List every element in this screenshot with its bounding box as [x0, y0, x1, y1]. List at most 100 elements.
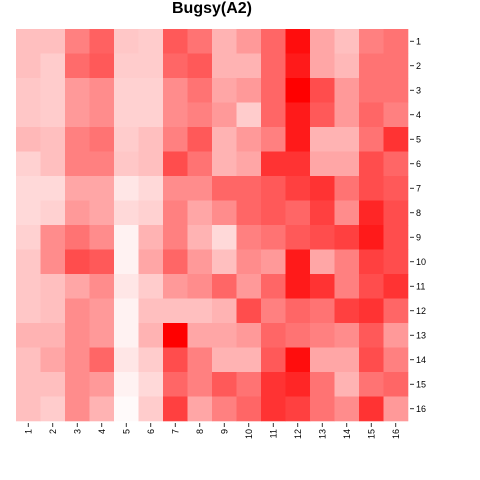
heatmap-ticks	[27, 40, 414, 427]
heatmap-cell-r1-c3	[65, 29, 90, 54]
heatmap-cell-r12-c14	[334, 298, 360, 324]
heatmap-cell-r13-c3	[65, 323, 90, 348]
heatmap-cell-r8-c7	[163, 200, 188, 226]
heatmap-cell-r4-c13	[310, 102, 335, 128]
heatmap-cell-r5-c14	[334, 127, 360, 152]
heatmap-cell-r15-c4	[89, 372, 115, 397]
heatmap-cell-r5-c7	[163, 127, 188, 152]
heatmap-cell-r7-c11	[261, 176, 286, 201]
heatmap-cell-r4-c9	[212, 102, 237, 128]
y-tick-label-12: 12	[416, 306, 426, 316]
heatmap-cell-r14-c1	[16, 347, 41, 373]
heatmap-cell-r13-c7	[163, 323, 188, 348]
heatmap-cell-r10-c15	[359, 249, 384, 275]
heatmap-cell-r5-c9	[212, 127, 237, 152]
heatmap-cell-r16-c12	[285, 396, 311, 422]
heatmap-cell-r5-c11	[261, 127, 286, 152]
heatmap-cell-r9-c9	[212, 225, 237, 250]
heatmap-cell-r5-c6	[138, 127, 164, 152]
heatmap-cell-r14-c10	[236, 347, 262, 373]
chart-title: Bugsy(A2)	[171, 0, 252, 17]
x-tick-label-15: 15	[366, 429, 376, 439]
heatmap-cell-r16-c2	[40, 396, 66, 422]
heatmap-cell-r16-c6	[138, 396, 164, 422]
heatmap-cell-r16-c8	[187, 396, 213, 422]
heatmap-cell-r8-c8	[187, 200, 213, 226]
heatmap-cell-r14-c11	[261, 347, 286, 373]
heatmap-cell-r7-c8	[187, 176, 213, 201]
heatmap-cell-r5-c3	[65, 127, 90, 152]
heatmap-cell-r5-c16	[383, 127, 409, 152]
heatmap-cell-r13-c11	[261, 323, 286, 348]
x-tick-label-6: 6	[146, 429, 156, 434]
heatmap-cell-r12-c5	[114, 298, 139, 324]
heatmap-cell-r12-c11	[261, 298, 286, 324]
heatmap-cell-r1-c10	[236, 29, 262, 54]
heatmap-cell-r5-c15	[359, 127, 384, 152]
heatmap-cell-r3-c15	[359, 78, 384, 103]
heatmap-cell-r12-c7	[163, 298, 188, 324]
heatmap-cell-r15-c15	[359, 372, 384, 397]
heatmap-cell-r14-c3	[65, 347, 90, 373]
heatmap-cell-r7-c16	[383, 176, 409, 201]
heatmap-cell-r2-c3	[65, 53, 90, 79]
heatmap-cell-r13-c10	[236, 323, 262, 348]
y-tick-label-4: 4	[416, 110, 421, 120]
x-tick-label-4: 4	[97, 429, 107, 434]
heatmap-cell-r15-c10	[236, 372, 262, 397]
heatmap-cell-r13-c15	[359, 323, 384, 348]
heatmap-cell-r12-c3	[65, 298, 90, 324]
heatmap-cell-r11-c1	[16, 274, 41, 299]
heatmap-cell-r12-c8	[187, 298, 213, 324]
heatmap-cell-r3-c5	[114, 78, 139, 103]
heatmap-cell-r2-c13	[310, 53, 335, 79]
y-tick-label-1: 1	[416, 36, 421, 46]
heatmap-cell-r6-c1	[16, 151, 41, 177]
heatmap-cell-r3-c16	[383, 78, 409, 103]
heatmap-cell-r3-c14	[334, 78, 360, 103]
heatmap-cell-r8-c3	[65, 200, 90, 226]
heatmap-cell-r9-c8	[187, 225, 213, 250]
y-tick-label-8: 8	[416, 208, 421, 218]
heatmap-cell-r15-c16	[383, 372, 409, 397]
heatmap-cell-r1-c9	[212, 29, 237, 54]
heatmap-cell-r2-c11	[261, 53, 286, 79]
heatmap-cell-r1-c13	[310, 29, 335, 54]
y-tick-label-7: 7	[416, 183, 421, 193]
heatmap-cell-r7-c12	[285, 176, 311, 201]
heatmap-cell-r4-c5	[114, 102, 139, 128]
heatmap-cell-r1-c1	[16, 29, 41, 54]
heatmap-cell-r6-c6	[138, 151, 164, 177]
heatmap-cell-r8-c2	[40, 200, 66, 226]
heatmap-cell-r4-c1	[16, 102, 41, 128]
heatmap-cell-r16-c16	[383, 396, 409, 422]
heatmap-cell-r13-c16	[383, 323, 409, 348]
heatmap-cell-r15-c11	[261, 372, 286, 397]
heatmap-cell-r9-c5	[114, 225, 139, 250]
heatmap-cell-r13-c6	[138, 323, 164, 348]
y-tick-label-9: 9	[416, 232, 421, 242]
heatmap-cell-r2-c4	[89, 53, 115, 79]
heatmap-cell-r11-c13	[310, 274, 335, 299]
heatmap-cell-r16-c4	[89, 396, 115, 422]
x-tick-label-5: 5	[121, 429, 131, 434]
heatmap-cell-r16-c11	[261, 396, 286, 422]
heatmap-cells	[16, 29, 409, 422]
heatmap-cell-r5-c4	[89, 127, 115, 152]
heatmap-cell-r7-c4	[89, 176, 115, 201]
heatmap-cell-r5-c8	[187, 127, 213, 152]
heatmap-cell-r15-c13	[310, 372, 335, 397]
x-tick-label-13: 13	[317, 429, 327, 439]
heatmap-cell-r16-c14	[334, 396, 360, 422]
heatmap-cell-r15-c14	[334, 372, 360, 397]
heatmap-cell-r12-c2	[40, 298, 66, 324]
heatmap-cell-r3-c2	[40, 78, 66, 103]
heatmap-cell-r6-c13	[310, 151, 335, 177]
heatmap-cell-r9-c7	[163, 225, 188, 250]
heatmap-cell-r11-c11	[261, 274, 286, 299]
heatmap-cell-r12-c4	[89, 298, 115, 324]
heatmap-cell-r12-c1	[16, 298, 41, 324]
heatmap-cell-r2-c16	[383, 53, 409, 79]
y-tick-label-15: 15	[416, 379, 426, 389]
heatmap-cell-r2-c12	[285, 53, 311, 79]
